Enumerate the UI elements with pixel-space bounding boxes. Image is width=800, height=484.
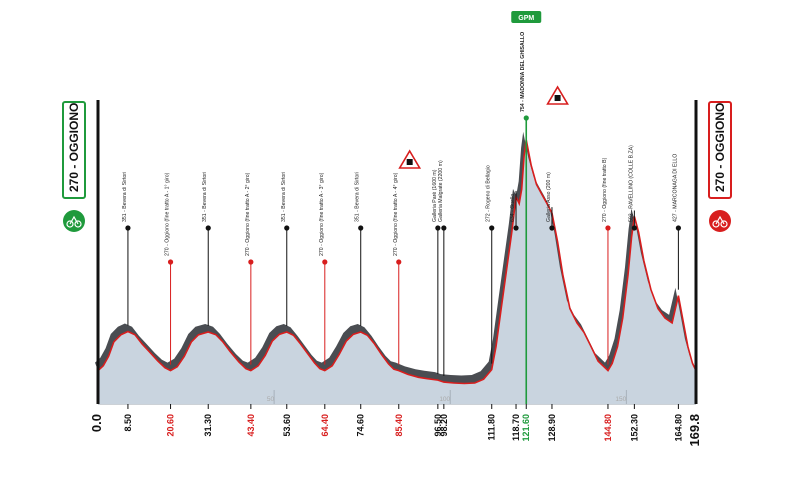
poi-label: Galleria Asso (200 m)	[546, 172, 552, 222]
bike-wheel-icon	[712, 220, 720, 228]
km-label: 74.60	[356, 414, 366, 437]
poi-label: 270 - Oggiono (fine tratto A - 1° giro)	[165, 172, 171, 256]
poi-label: 754 - MADONNA DEL GHISALLO	[520, 32, 526, 112]
poi-dot	[284, 225, 290, 231]
tunnel-icon	[554, 95, 561, 101]
km-label: 20.60	[166, 414, 176, 437]
km-label: 43.40	[246, 414, 256, 437]
km-label: 169.8	[687, 414, 702, 447]
poi-label: 272 - Rogeno di Bellagio	[486, 165, 492, 222]
finish-bike-icon	[709, 210, 731, 232]
poi-dot	[125, 225, 131, 231]
poi-label: 634 - Guello	[510, 194, 516, 222]
start-label: 270 - OGGIONO	[67, 103, 81, 192]
poi-label: 351 - Bevera di Sirtori	[202, 172, 208, 222]
km-label: 64.40	[320, 414, 330, 437]
km-label: 144.80	[603, 414, 613, 442]
poi-label: 270 - Oggiono (fine tratto A - 4° giro)	[393, 172, 399, 256]
km-label: 111.80	[487, 414, 497, 441]
finish-label: 270 - OGGIONO	[713, 103, 727, 192]
poi-dot	[435, 225, 441, 231]
km-label: 118.70	[511, 414, 521, 441]
km-label: 98.20	[439, 414, 449, 437]
poi-dot	[631, 225, 637, 231]
gpm-badge-label: GPM	[518, 15, 534, 22]
poi-dot	[523, 115, 529, 121]
poi-label: Galleria Parè (1600 m)	[432, 169, 438, 222]
km-label: 0.0	[89, 414, 104, 432]
km-label: 53.60	[282, 414, 292, 437]
bike-frame-icon	[715, 215, 725, 225]
km-label: 85.40	[394, 414, 404, 437]
poi-label: 351 - Bevera di Sirtori	[122, 172, 128, 222]
poi-dot	[513, 225, 519, 231]
poi-dot	[396, 259, 402, 265]
poi-label: 270 - Oggiono (fine tratto A - 2° giro)	[245, 172, 251, 256]
poi-dot	[358, 225, 364, 231]
km-label: 164.80	[673, 414, 683, 442]
poi-dot	[248, 259, 254, 265]
distance-marker-label: 150	[615, 396, 626, 403]
poi-dot	[675, 225, 681, 231]
bike-wheel-icon	[74, 220, 82, 228]
poi-label: 593 - RAVELLINO (COLLE B.ZA)	[628, 145, 634, 222]
poi-dot	[605, 225, 611, 231]
poi-dot	[549, 225, 555, 231]
poi-dot	[205, 225, 211, 231]
bike-frame-icon	[69, 215, 79, 225]
poi-dot	[167, 259, 174, 265]
poi-label: 351 - Bevera di Sirtori	[281, 172, 287, 222]
finish-box	[708, 101, 732, 199]
poi-label: 270 - Oggiono (fine tratto B)	[602, 157, 608, 222]
poi-label: Galleria Malgrate (2200 m)	[438, 160, 444, 222]
km-label: 8.50	[123, 414, 133, 432]
km-label: 121.60	[521, 414, 531, 442]
start-bike-icon	[63, 210, 85, 232]
start-box	[62, 101, 86, 199]
distance-marker-label: 100	[439, 396, 450, 403]
km-label: 96.50	[433, 414, 443, 437]
poi-label: 270 - Oggiono (fine tratto A - 3° giro)	[319, 172, 325, 256]
km-label: 31.30	[203, 414, 213, 437]
profile-area	[98, 139, 696, 404]
poi-dot	[489, 225, 495, 231]
poi-dot	[322, 259, 328, 265]
poi-label: 427 - MARCONAGA DI ELLO	[672, 154, 678, 222]
poi-label: 351 - Bevera di Sirtori	[355, 172, 361, 222]
profile-line	[97, 139, 697, 385]
tunnel-icon	[406, 159, 413, 165]
gpm-badge	[511, 11, 542, 23]
bike-wheel-icon	[66, 220, 74, 228]
poi-dot	[441, 225, 447, 231]
distance-marker-label: 50	[267, 396, 275, 403]
km-label: 128.90	[547, 414, 557, 442]
km-label: 152.30	[629, 414, 639, 442]
bike-wheel-icon	[720, 220, 728, 228]
